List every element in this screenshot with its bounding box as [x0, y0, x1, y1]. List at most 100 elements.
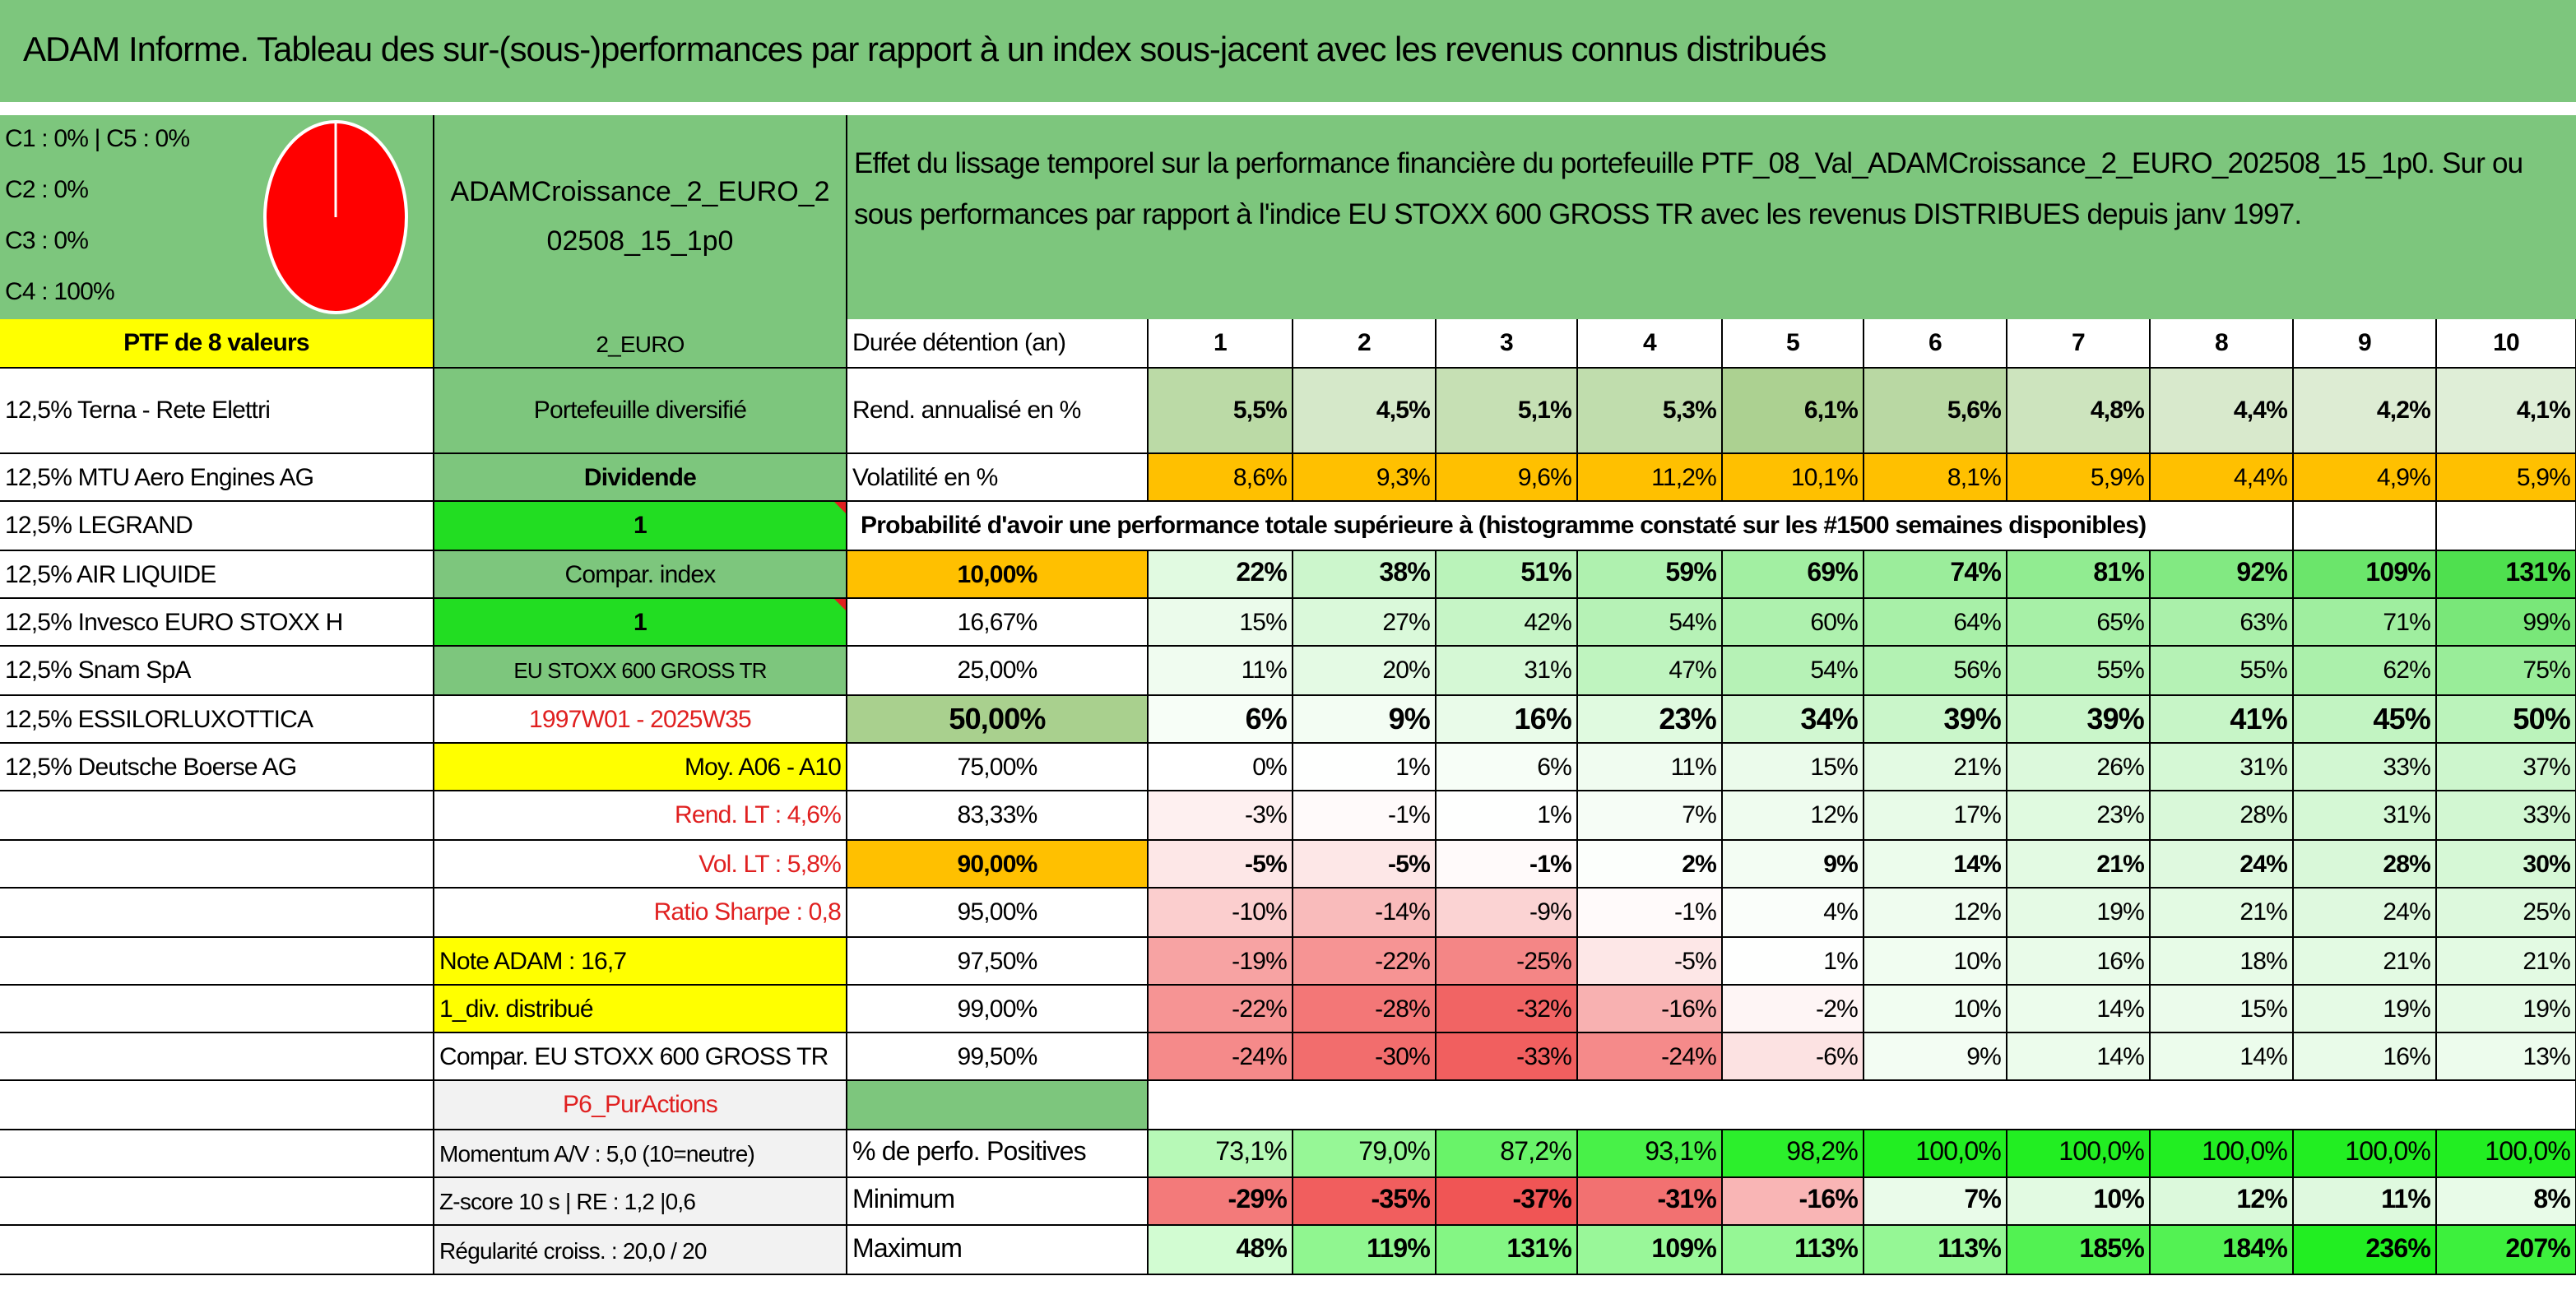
- volatility: 8,6%: [1149, 454, 1293, 502]
- holding: 12,5% AIR LIQUIDE: [0, 551, 434, 599]
- probability: 17%: [1864, 791, 2007, 841]
- probability: 42%: [1437, 599, 1578, 647]
- info-cell: P6_PurActions: [434, 1081, 847, 1130]
- annual-return: 5,1%: [1437, 369, 1578, 454]
- stat-value: 8%: [2437, 1178, 2576, 1226]
- title: ADAM Informe. Tableau des sur-(sous-)per…: [0, 0, 2576, 102]
- probability: 21%: [2151, 889, 2294, 938]
- probability: 21%: [2007, 841, 2151, 889]
- stat-value: 79,0%: [1293, 1130, 1437, 1178]
- stat-value: -37%: [1437, 1178, 1578, 1226]
- probability: 14%: [2151, 1033, 2294, 1081]
- probability: 9%: [1293, 696, 1437, 744]
- probability: 15%: [1149, 599, 1293, 647]
- volatility: 5,9%: [2007, 454, 2151, 502]
- probability: 54%: [1723, 647, 1864, 696]
- year-header: 4: [1578, 319, 1723, 369]
- probability: 14%: [1864, 841, 2007, 889]
- threshold: 95,00%: [847, 889, 1149, 938]
- probability: 21%: [2437, 938, 2576, 986]
- probability: 23%: [1578, 696, 1723, 744]
- annual-return: 5,5%: [1149, 369, 1293, 454]
- annual-return: 4,5%: [1293, 369, 1437, 454]
- stat-value: -31%: [1578, 1178, 1723, 1226]
- probability: 20%: [1293, 647, 1437, 696]
- probability: 60%: [1723, 599, 1864, 647]
- probability: 12%: [1864, 889, 2007, 938]
- legend-entry: C3 : 0%: [5, 227, 89, 255]
- probability: 11%: [1149, 647, 1293, 696]
- probability: 56%: [1864, 647, 2007, 696]
- legend-entry: C1 : 0% | C5 : 0%: [5, 125, 190, 153]
- probability: -28%: [1293, 986, 1437, 1033]
- probability: 19%: [2007, 889, 2151, 938]
- probability: 21%: [1864, 744, 2007, 791]
- info-cell: Rend. LT : 4,6%: [434, 791, 847, 841]
- threshold: 50,00%: [847, 696, 1149, 744]
- empty-cell: [0, 1226, 434, 1275]
- legend-entry: C2 : 0%: [5, 176, 89, 204]
- probability: 45%: [2294, 696, 2437, 744]
- probability: 55%: [2151, 647, 2294, 696]
- probability: 33%: [2437, 791, 2576, 841]
- info-cell: Compar. index: [434, 551, 847, 599]
- stat-value: 236%: [2294, 1226, 2437, 1275]
- probability: 41%: [2151, 696, 2294, 744]
- probability: -22%: [1149, 986, 1293, 1033]
- empty-cell: [847, 1081, 1149, 1130]
- probability: 13%: [2437, 1033, 2576, 1081]
- probability: 39%: [2007, 696, 2151, 744]
- stat-value: 100,0%: [2151, 1130, 2294, 1178]
- empty-cell: [0, 791, 434, 841]
- probability: -14%: [1293, 889, 1437, 938]
- threshold: 16,67%: [847, 599, 1149, 647]
- stat-value: 100,0%: [1864, 1130, 2007, 1178]
- annual-return: 4,8%: [2007, 369, 2151, 454]
- probability: -3%: [1149, 791, 1293, 841]
- probability: 9%: [1864, 1033, 2007, 1081]
- holding: 12,5% Terna - Rete Elettri: [0, 369, 434, 454]
- probability: 51%: [1437, 551, 1578, 599]
- probability: -33%: [1437, 1033, 1578, 1081]
- holding: 12,5% Snam SpA: [0, 647, 434, 696]
- probability: 0%: [1149, 744, 1293, 791]
- probability: -6%: [1723, 1033, 1864, 1081]
- probability: 31%: [2294, 791, 2437, 841]
- probability: -19%: [1149, 938, 1293, 986]
- threshold: 25,00%: [847, 647, 1149, 696]
- probability: 26%: [2007, 744, 2151, 791]
- probability: 10%: [1864, 938, 2007, 986]
- stat-value: 185%: [2007, 1226, 2151, 1275]
- probability: 24%: [2151, 841, 2294, 889]
- probability: 1%: [1293, 744, 1437, 791]
- probability: -5%: [1293, 841, 1437, 889]
- stat-value: 73,1%: [1149, 1130, 1293, 1178]
- probability: -2%: [1723, 986, 1864, 1033]
- probability: 64%: [1864, 599, 2007, 647]
- empty-cell: [1149, 1081, 2576, 1130]
- stat-value: 113%: [1864, 1226, 2007, 1275]
- volatility: 8,1%: [1864, 454, 2007, 502]
- probability: 1%: [1723, 938, 1864, 986]
- probability: 63%: [2151, 599, 2294, 647]
- probability: 131%: [2437, 551, 2576, 599]
- stat-value: 131%: [1437, 1226, 1578, 1275]
- probability: -9%: [1437, 889, 1578, 938]
- probability: 74%: [1864, 551, 2007, 599]
- annual-return: 5,3%: [1578, 369, 1723, 454]
- legend-entry: C4 : 100%: [5, 278, 115, 306]
- probability: 2%: [1578, 841, 1723, 889]
- probability: -10%: [1149, 889, 1293, 938]
- allocation-pie: [263, 120, 408, 314]
- info-cell: Dividende: [434, 454, 847, 502]
- probability: 31%: [1437, 647, 1578, 696]
- probability: 1%: [1437, 791, 1578, 841]
- info-cell: Note ADAM : 16,7: [434, 938, 847, 986]
- info-cell: Portefeuille diversifié: [434, 369, 847, 454]
- probability: -32%: [1437, 986, 1578, 1033]
- row-label: Volatilité en %: [847, 454, 1149, 502]
- info-cell: 1: [434, 599, 847, 647]
- stat-value: 93,1%: [1578, 1130, 1723, 1178]
- probability: 9%: [1723, 841, 1864, 889]
- probability: 11%: [1578, 744, 1723, 791]
